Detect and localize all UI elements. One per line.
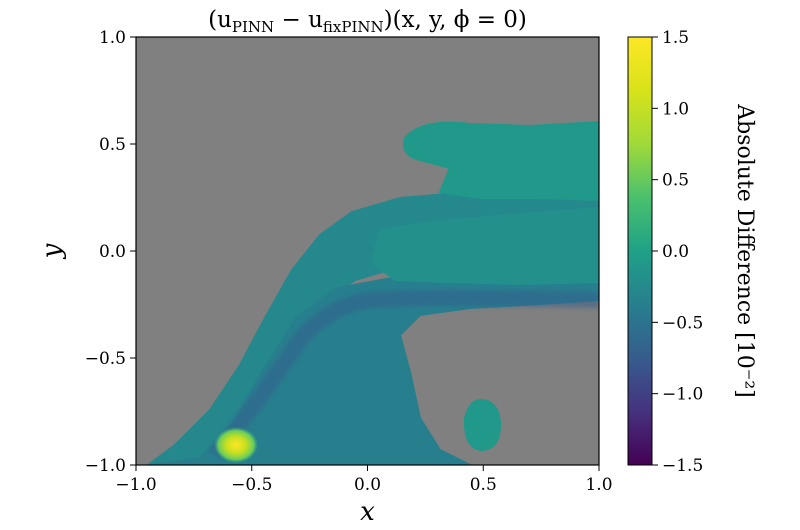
x-axis: −1.0 −0.5 0.0 0.5 1.0: [115, 465, 613, 495]
y-tick-label: 0.0: [99, 242, 126, 262]
colorbar-tick-label: 0.0: [662, 242, 689, 262]
y-axis-label: y: [37, 243, 67, 259]
region-lower-left-plume: [149, 270, 599, 465]
x-tick-label: 0.5: [470, 475, 497, 495]
chart-title: (uPINN − ufixPINN)(x, y, ϕ = 0): [208, 7, 527, 36]
region-lower-left-peak: [214, 427, 258, 463]
y-tick-label: −0.5: [85, 349, 126, 369]
colorbar-tick-label: 1.0: [662, 99, 689, 119]
x-tick-label: 1.0: [585, 475, 612, 495]
colorbar: [627, 36, 653, 466]
colorbar-tick-label: 1.5: [662, 28, 689, 48]
colorbar-tick-label: −0.5: [662, 313, 703, 333]
y-tick-label: 1.0: [99, 28, 126, 48]
x-tick-label: −0.5: [231, 475, 272, 495]
x-axis-label: x: [360, 497, 375, 527]
negative-streak: [208, 290, 599, 461]
colorbar-tick-label: −1.0: [662, 385, 703, 405]
y-axis: −1.0 −0.5 0.0 0.5 1.0: [85, 28, 136, 476]
heatmap-plot-area: [136, 37, 599, 465]
x-tick-label: 0.0: [354, 475, 381, 495]
colorbar-tick-label: −1.5: [662, 456, 703, 476]
colorbar-axis: 1.5 1.0 0.5 0.0 −0.5 −1.0 −1.5: [652, 28, 703, 476]
colorbar-label: Absolute Difference [10⁻²]: [732, 103, 757, 398]
x-tick-label: −1.0: [115, 475, 156, 495]
region-lower-right-island: [463, 398, 502, 452]
region-right-jet: [370, 206, 599, 286]
y-tick-label: −1.0: [85, 456, 126, 476]
region-top-blob: [403, 120, 599, 202]
y-tick-label: 0.5: [99, 135, 126, 155]
colorbar-tick-label: 0.5: [662, 171, 689, 191]
